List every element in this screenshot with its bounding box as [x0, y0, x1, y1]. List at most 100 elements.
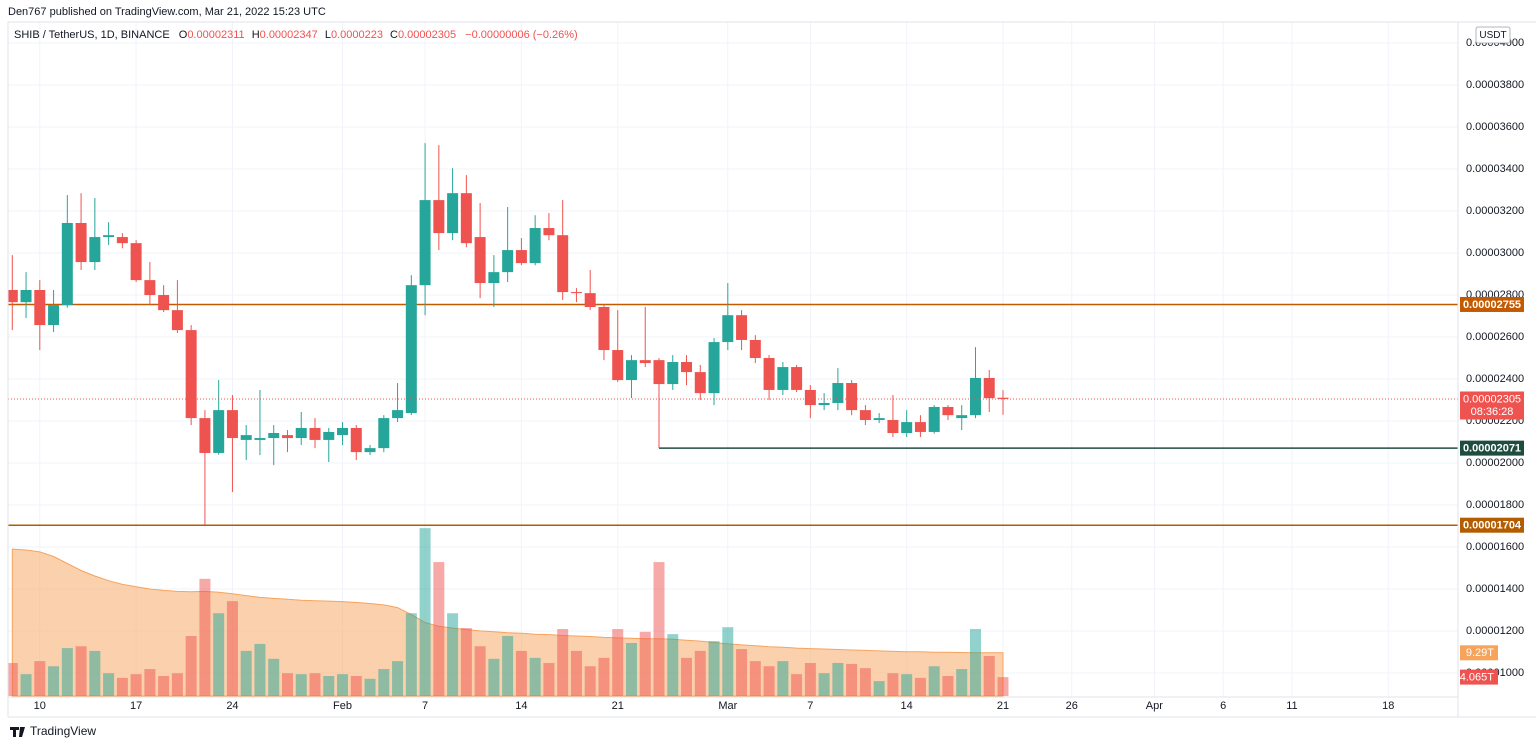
y-tick-label: 0.00001400: [1466, 583, 1524, 595]
candle-body: [281, 435, 293, 439]
volume-bar: [171, 673, 183, 696]
candle-body: [378, 418, 390, 449]
y-tick-label: 0.00003400: [1466, 163, 1524, 175]
level-label: 0.00002071: [1463, 443, 1521, 455]
candle-body: [969, 377, 981, 416]
candle-body: [254, 438, 266, 440]
volume-bar: [309, 673, 321, 696]
volume-bar: [226, 601, 238, 696]
volume-bar: [997, 677, 1009, 696]
candle-body: [48, 305, 60, 326]
volume-label-box: [1460, 645, 1498, 661]
ohlc-label: C: [390, 29, 398, 41]
x-tick-label: 14: [515, 700, 527, 712]
volume-bar: [488, 658, 500, 696]
y-tick-label: 0.00003600: [1466, 121, 1524, 133]
y-tick-label: 0.00002600: [1466, 331, 1524, 343]
volume-bar: [199, 578, 211, 696]
candle-body: [89, 237, 101, 263]
candle-body: [887, 419, 899, 434]
candle-body: [447, 193, 459, 234]
volume-bar: [158, 676, 170, 696]
volume-bar: [667, 634, 679, 696]
low-value: 0.0000223: [331, 29, 383, 41]
x-tick-label: 10: [34, 700, 46, 712]
candle-body: [846, 383, 858, 411]
volume-bar: [405, 613, 417, 696]
volume-bar: [433, 562, 445, 696]
candle-body: [570, 292, 582, 294]
candle-body: [488, 272, 500, 284]
volume-bar: [942, 676, 954, 696]
volume-bar: [956, 669, 968, 696]
x-tick-label: 7: [807, 700, 813, 712]
volume-bar: [570, 650, 582, 696]
volume-bar: [185, 636, 197, 696]
level-label: 0.00001704: [1463, 520, 1522, 532]
candle-body: [859, 410, 871, 420]
current-price-box: [1460, 391, 1524, 420]
published-note: Den767 published on TradingView.com, Mar…: [8, 6, 326, 18]
volume-bar: [777, 661, 789, 696]
candle-body: [818, 402, 830, 406]
volume-bar: [887, 673, 899, 696]
y-tick-label: 0.00002400: [1466, 373, 1524, 385]
candle-body: [749, 339, 761, 359]
volume-bar: [144, 669, 156, 696]
volume-bar: [364, 678, 376, 696]
candle-body: [625, 360, 637, 381]
volume-bar: [791, 674, 803, 696]
candle-body: [708, 342, 720, 394]
x-tick-label: 17: [130, 700, 142, 712]
volume-label: 4.065T: [1460, 672, 1495, 684]
x-tick-label: Mar: [718, 700, 737, 712]
change: −0.00000006 (−0.26%): [465, 29, 578, 41]
volume-bar: [598, 657, 610, 696]
candle-body: [901, 422, 913, 434]
candle-body: [942, 406, 954, 416]
candle-body: [474, 237, 486, 284]
candle-body: [171, 310, 183, 331]
y-tick-label: 0.00001800: [1466, 499, 1524, 511]
x-tick-label: 14: [901, 700, 913, 712]
candle-body: [433, 200, 445, 234]
candle-body: [681, 362, 693, 373]
x-tick-label: 24: [226, 700, 238, 712]
candle-body: [804, 389, 816, 406]
countdown: 08:36:28: [1471, 406, 1514, 418]
volume-bar: [529, 657, 541, 696]
y-tick-label: 0.00003200: [1466, 205, 1524, 217]
candle-body: [515, 250, 527, 264]
volume-bar: [818, 673, 830, 696]
volume-bar: [914, 677, 926, 696]
legend: SHIB / TetherUS, 1D, BINANCE O0.00002311…: [14, 29, 578, 41]
volume-bar: [543, 662, 555, 696]
volume-bar: [337, 674, 349, 696]
volume-bar: [116, 677, 128, 696]
volume-bar: [295, 674, 307, 696]
candle-body: [557, 235, 569, 293]
candle-body: [226, 410, 238, 439]
volume-bar: [89, 650, 101, 696]
y-tick-label: 0.00003800: [1466, 79, 1524, 91]
currency-box[interactable]: [1475, 26, 1511, 44]
candle-body: [295, 427, 307, 439]
logo-icon: [10, 727, 25, 737]
volume-bar: [323, 676, 335, 696]
open-value: 0.00002311: [187, 29, 244, 41]
candle-body: [763, 358, 775, 390]
volume-bar: [378, 669, 390, 696]
candle-body: [584, 293, 596, 307]
currency[interactable]: USDT: [1479, 30, 1506, 41]
candle-body: [667, 362, 679, 385]
volume-bar: [75, 646, 87, 696]
high-value: 0.00002347: [260, 29, 318, 41]
volume-bar: [515, 650, 527, 696]
volume-bar: [213, 613, 225, 696]
candle-body: [639, 360, 651, 364]
volume-bar: [983, 656, 995, 696]
level-label-box: [1460, 440, 1524, 456]
volume-bar: [832, 662, 844, 696]
y-tick-label: 0.00001200: [1466, 625, 1524, 637]
candle-body: [337, 427, 349, 436]
